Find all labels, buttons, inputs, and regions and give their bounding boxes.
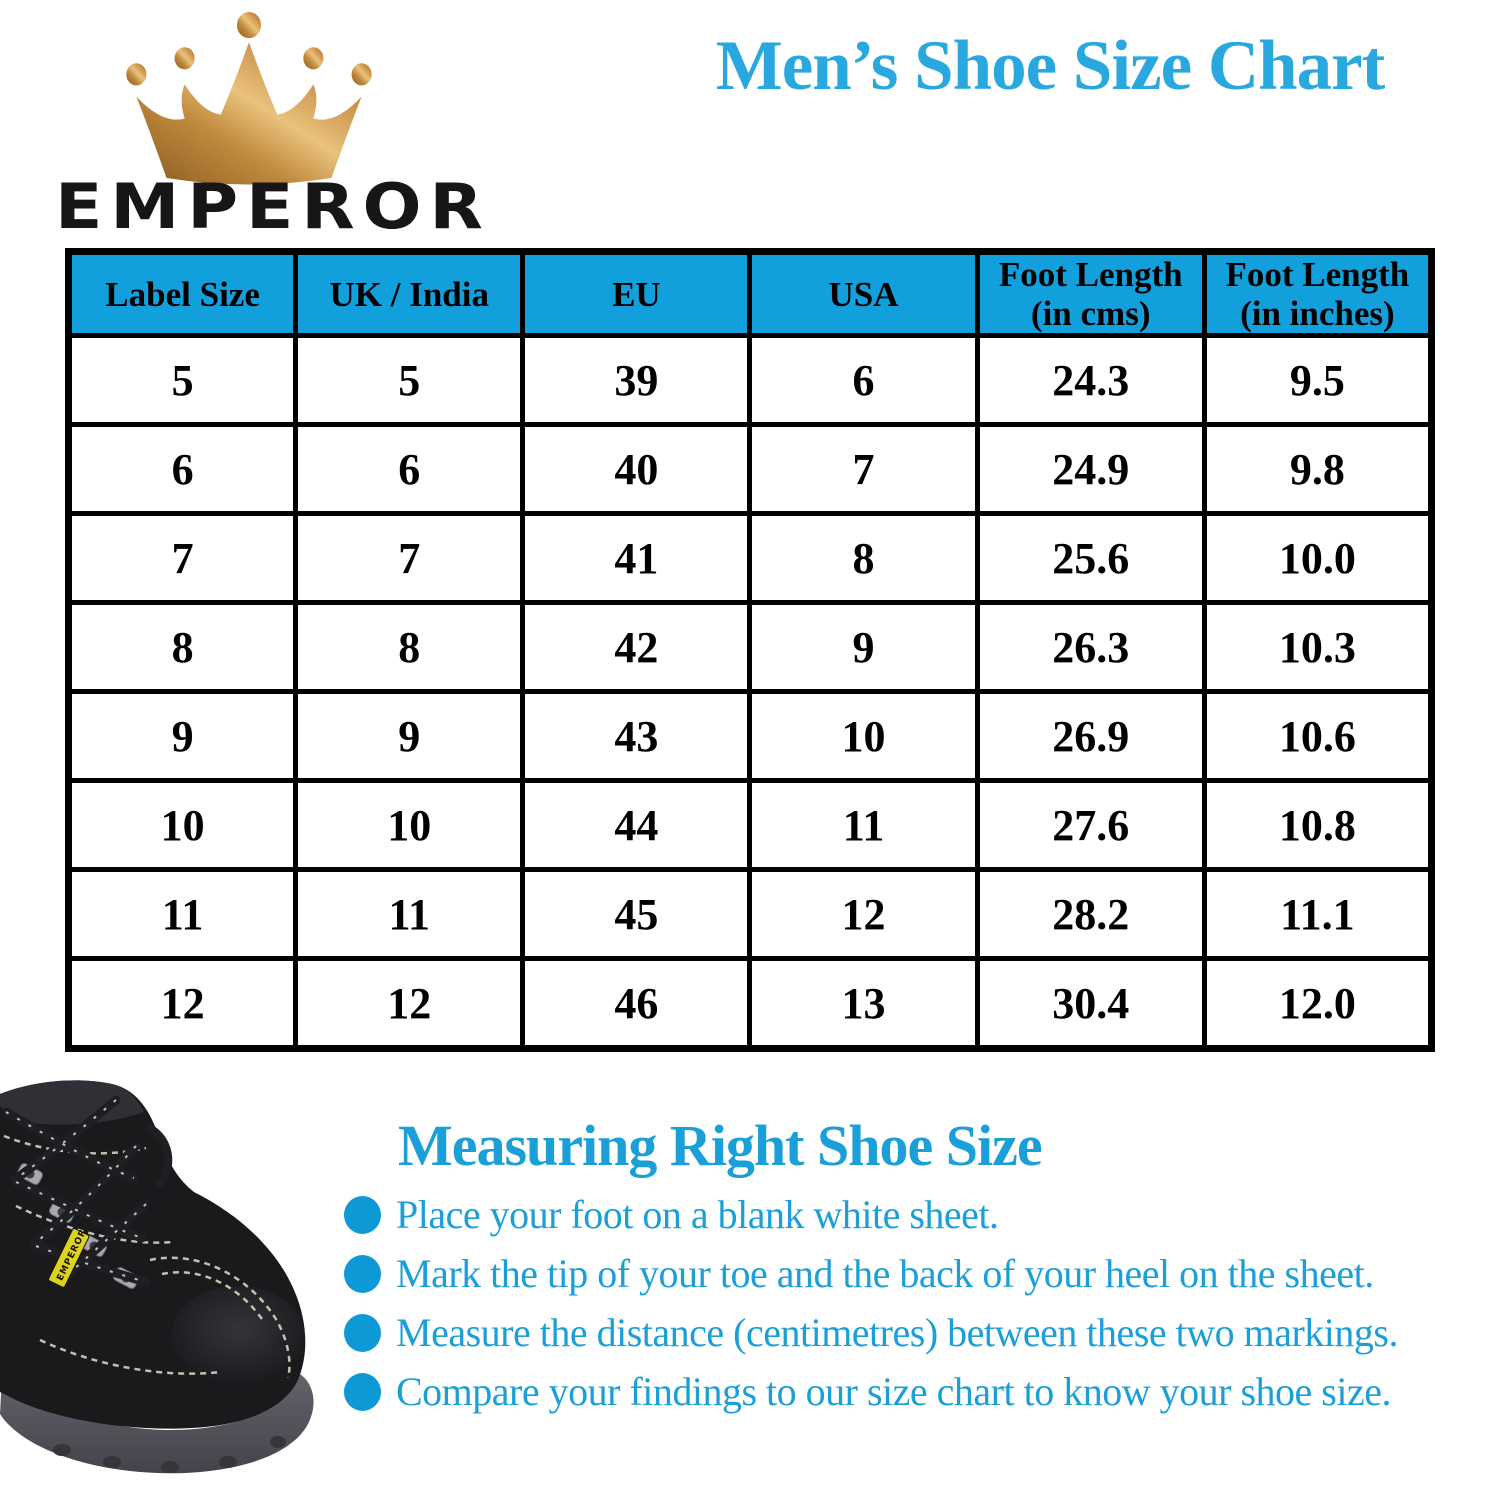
- boot-photo: EMPEROR: [0, 1080, 314, 1474]
- table-cell: 11: [65, 867, 299, 962]
- instruction-item: Measure the distance (centimetres) betwe…: [344, 1312, 1398, 1354]
- table-cell: 6: [65, 422, 299, 517]
- table-cell: 10.0: [1201, 511, 1435, 606]
- table-cell: 11: [747, 778, 980, 873]
- table-row: 12 12 46 13 30.4 12.0: [65, 956, 1435, 1052]
- table-cell: 8: [293, 600, 526, 695]
- column-header: UK / India: [293, 248, 526, 339]
- table-cell: 10: [747, 689, 980, 784]
- table-cell: 6: [293, 422, 526, 517]
- table-cell: 9: [293, 689, 526, 784]
- column-header: USA: [747, 248, 980, 339]
- table-cell: 9: [65, 689, 299, 784]
- table-row: 8 8 42 9 26.3 10.3: [65, 600, 1435, 695]
- bullet-icon: [344, 1314, 381, 1352]
- instruction-text: Mark the tip of your toe and the back of…: [396, 1251, 1374, 1296]
- table-cell: 8: [65, 600, 299, 695]
- size-table-body: 5 5 39 6 24.3 9.5 6 6 40 7 24.9 9.8 7 7 41 8 25.6 10.0 8 8 4…: [65, 333, 1435, 1052]
- table-cell: 7: [747, 422, 980, 517]
- column-header: Foot Length (in inches): [1201, 248, 1435, 339]
- bullet-icon: [344, 1373, 381, 1411]
- table-cell: 40: [520, 422, 753, 517]
- boot-sole: [0, 1374, 314, 1474]
- instruction-text: Measure the distance (centimetres) betwe…: [396, 1310, 1398, 1355]
- instructions-list: Place your foot on a blank white sheet. M…: [344, 1194, 1398, 1430]
- table-cell: 39: [520, 333, 753, 428]
- table-cell: 26.3: [974, 600, 1207, 695]
- instructions-title: Measuring Right Shoe Size: [398, 1113, 1043, 1178]
- column-header: Foot Length (in cms): [974, 248, 1207, 339]
- table-cell: 41: [520, 511, 753, 606]
- size-chart-table: Label Size UK / India EU USA Foot Length (in…: [65, 248, 1435, 1053]
- table-cell: 12.0: [1201, 956, 1435, 1052]
- table-cell: 43: [520, 689, 753, 784]
- table-cell: 45: [520, 867, 753, 962]
- table-cell: 30.4: [974, 956, 1207, 1052]
- table-cell: 44: [520, 778, 753, 873]
- table-cell: 42: [520, 600, 753, 695]
- table-cell: 5: [65, 333, 299, 428]
- table-cell: 9.5: [1201, 333, 1435, 428]
- table-cell: 25.6: [974, 511, 1207, 606]
- instruction-text: Compare your findings to our size chart …: [396, 1369, 1391, 1414]
- table-cell: 12: [747, 867, 980, 962]
- instruction-item: Place your foot on a blank white sheet.: [344, 1194, 1398, 1236]
- bullet-icon: [344, 1255, 381, 1293]
- table-cell: 10.6: [1201, 689, 1435, 784]
- table-row: 9 9 43 10 26.9 10.6: [65, 689, 1435, 784]
- table-cell: 10.8: [1201, 778, 1435, 873]
- instruction-text: Place your foot on a blank white sheet.: [396, 1192, 999, 1237]
- crown-logo-icon: [126, 12, 372, 185]
- column-header: Label Size: [65, 248, 299, 339]
- column-header: EU: [520, 248, 753, 339]
- table-cell: 24.9: [974, 422, 1207, 517]
- table-cell: 12: [293, 956, 526, 1052]
- size-table-header-row: Label Size UK / India EU USA Foot Length (in…: [65, 248, 1435, 339]
- table-cell: 11.1: [1201, 867, 1435, 962]
- table-cell: 26.9: [974, 689, 1207, 784]
- table-row: 10 10 44 11 27.6 10.8: [65, 778, 1435, 873]
- page-title: Men’s Shoe Size Chart: [715, 27, 1386, 105]
- table-cell: 10: [293, 778, 526, 873]
- table-row: 6 6 40 7 24.9 9.8: [65, 422, 1435, 517]
- brand-wordmark: EMPEROR: [55, 170, 491, 243]
- table-cell: 13: [747, 956, 980, 1052]
- table-cell: 27.6: [974, 778, 1207, 873]
- table-cell: 12: [65, 956, 299, 1052]
- instruction-item: Mark the tip of your toe and the back of…: [344, 1253, 1398, 1295]
- table-row: 5 5 39 6 24.3 9.5: [65, 333, 1435, 428]
- table-cell: 8: [747, 511, 980, 606]
- table-cell: 11: [293, 867, 526, 962]
- table-cell: 9.8: [1201, 422, 1435, 517]
- table-cell: 7: [293, 511, 526, 606]
- bullet-icon: [344, 1196, 381, 1234]
- table-cell: 10.3: [1201, 600, 1435, 695]
- table-cell: 6: [747, 333, 980, 428]
- instruction-item: Compare your findings to our size chart …: [344, 1371, 1398, 1413]
- table-cell: 7: [65, 511, 299, 606]
- table-row: 11 11 45 12 28.2 11.1: [65, 867, 1435, 962]
- table-cell: 5: [293, 333, 526, 428]
- table-cell: 24.3: [974, 333, 1207, 428]
- table-row: 7 7 41 8 25.6 10.0: [65, 511, 1435, 606]
- table-cell: 28.2: [974, 867, 1207, 962]
- table-cell: 10: [65, 778, 299, 873]
- table-cell: 46: [520, 956, 753, 1052]
- table-cell: 9: [747, 600, 980, 695]
